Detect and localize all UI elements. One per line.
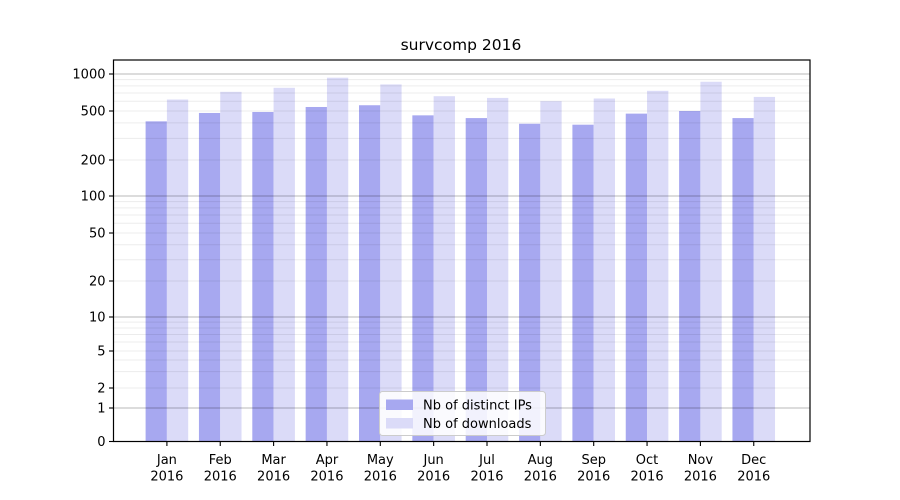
y-tick-label: 20	[89, 275, 106, 290]
y-tick-label: 1	[97, 402, 105, 417]
x-axis-tick-labels: Jan 2016 Feb 2016 Mar 2016 Apr 2016 May 2016 Jun 20…	[150, 453, 770, 485]
legend-swatch-distinct-ips	[386, 399, 413, 410]
x-tick-label-month: Jan	[156, 453, 177, 468]
bar-downloads-apr	[326, 77, 349, 442]
legend-swatch-downloads	[386, 418, 413, 429]
x-tick-label-month: Oct	[636, 453, 658, 468]
x-tick-label-year: 2016	[577, 470, 610, 485]
x-tick-label-year: 2016	[417, 470, 450, 485]
legend-box	[379, 391, 546, 436]
y-tick-label: 5	[97, 345, 105, 360]
bar-downloads-sep	[593, 98, 615, 442]
legend-label-downloads: Nb of downloads	[423, 417, 532, 432]
bar-distinct-ips-may	[359, 105, 381, 442]
x-tick-label-year: 2016	[524, 470, 557, 485]
gridlines	[113, 73, 810, 409]
x-tick-label-year: 2016	[470, 470, 503, 485]
bars-layer	[145, 77, 776, 442]
x-tick-label-year: 2016	[631, 470, 664, 485]
bar-downloads-mar	[273, 87, 295, 442]
y-axis-tick-labels: 0 1 2 5 10 20 50 100 200 500 1000	[72, 68, 105, 451]
x-tick-label-month: Nov	[688, 453, 714, 468]
y-tick-label: 0	[97, 435, 105, 450]
bar-distinct-ips-feb	[198, 112, 221, 442]
bar-distinct-ips-mar	[252, 111, 274, 442]
bar-distinct-ips-jul	[465, 118, 487, 442]
x-tick-label-month: Aug	[528, 453, 553, 468]
y-tick-label: 50	[89, 227, 106, 242]
y-tick-label: 500	[81, 105, 106, 120]
x-tick-label-year: 2016	[310, 470, 343, 485]
bar-distinct-ips-nov	[679, 111, 701, 442]
chart-title: survcomp 2016	[401, 36, 522, 54]
x-tick-label-month: Dec	[741, 453, 766, 468]
y-tick-label: 1000	[72, 68, 105, 83]
x-tick-label-month: Jun	[422, 453, 443, 468]
legend-label-distinct-ips: Nb of distinct IPs	[423, 399, 532, 414]
x-tick-label-month: Mar	[261, 453, 286, 468]
x-tick-label-year: 2016	[364, 470, 397, 485]
x-tick-label-year: 2016	[204, 470, 237, 485]
y-tick-label: 100	[81, 190, 106, 205]
x-tick-label-year: 2016	[257, 470, 290, 485]
x-tick-label-month: Sep	[581, 453, 606, 468]
y-tick-label: 2	[97, 382, 105, 397]
x-tick-label-month: Feb	[209, 453, 232, 468]
bar-downloads-dec	[753, 96, 776, 442]
bar-downloads-jan	[166, 99, 189, 442]
bar-downloads-aug	[540, 101, 562, 442]
bar-distinct-ips-sep	[572, 124, 594, 442]
bar-downloads-nov	[700, 81, 722, 442]
x-tick-label-year: 2016	[737, 470, 770, 485]
bar-downloads-jul	[487, 97, 509, 442]
bar-downloads-oct	[647, 90, 669, 442]
x-tick-label-month: May	[367, 453, 394, 468]
bar-downloads-jun	[433, 96, 455, 442]
bar-distinct-ips-jun	[412, 115, 434, 442]
x-tick-label-year: 2016	[684, 470, 717, 485]
legend: Nb of distinct IPs Nb of downloads	[379, 391, 546, 436]
axes	[109, 59, 811, 446]
bar-distinct-ips-apr	[305, 106, 327, 442]
bar-downloads-feb	[220, 91, 242, 442]
bar-distinct-ips-oct	[625, 113, 648, 442]
x-tick-label-month: Jul	[478, 453, 495, 468]
bar-distinct-ips-jan	[145, 121, 167, 442]
plot-border	[112, 59, 811, 443]
x-tick-label-month: Apr	[316, 453, 339, 468]
bar-distinct-ips-aug	[519, 123, 541, 442]
bar-downloads-may	[380, 84, 402, 442]
y-tick-label: 10	[89, 311, 106, 326]
y-tick-label: 200	[81, 154, 106, 169]
bar-distinct-ips-dec	[732, 118, 754, 442]
x-tick-label-year: 2016	[150, 470, 183, 485]
